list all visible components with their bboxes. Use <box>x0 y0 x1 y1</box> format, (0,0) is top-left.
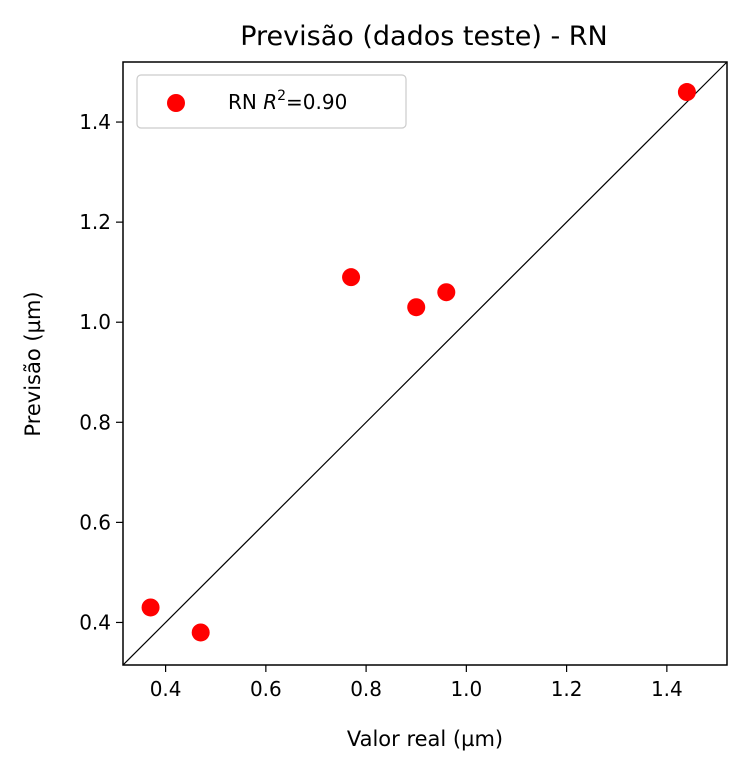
x-tick-label: 0.8 <box>350 677 382 701</box>
y-tick-label: 0.4 <box>79 610 111 634</box>
legend-box <box>136 74 407 129</box>
x-tick-label: 1.4 <box>651 677 683 701</box>
legend-entry: RN R2=0.90 <box>228 88 347 114</box>
y-axis-ticks: 0.4 0.6 0.8 1.0 1.2 1.4 <box>79 110 123 634</box>
data-point <box>677 83 696 102</box>
x-tick-label: 1.0 <box>450 677 482 701</box>
legend-r-symbol: R <box>263 90 277 114</box>
chart-title: Previsão (dados teste) - RN <box>240 21 608 52</box>
data-point <box>407 298 426 317</box>
y-tick-label: 0.8 <box>79 410 111 434</box>
identity-reference-line <box>122 61 728 666</box>
legend: RN R2=0.90 <box>136 74 407 129</box>
data-points <box>141 83 696 642</box>
x-axis-ticks: 0.4 0.6 0.8 1.0 1.2 1.4 <box>150 665 683 701</box>
legend-series-label: RN <box>228 90 263 114</box>
data-point <box>141 598 160 617</box>
y-axis-label: Previsão (µm) <box>21 291 45 436</box>
legend-superscript: 2 <box>277 88 286 104</box>
data-point <box>342 268 361 287</box>
y-tick-label: 0.6 <box>79 510 111 534</box>
plot-area <box>122 61 728 666</box>
y-tick-label: 1.4 <box>79 110 111 134</box>
x-axis-label: Valor real (µm) <box>347 727 503 751</box>
legend-r2-value: =0.90 <box>286 90 347 114</box>
data-point <box>437 283 456 302</box>
x-tick-label: 0.4 <box>150 677 182 701</box>
data-point <box>191 623 210 642</box>
y-tick-label: 1.2 <box>79 210 111 234</box>
x-tick-label: 1.2 <box>551 677 583 701</box>
x-tick-label: 0.6 <box>250 677 282 701</box>
y-tick-label: 1.0 <box>79 310 111 334</box>
legend-marker <box>167 94 185 112</box>
